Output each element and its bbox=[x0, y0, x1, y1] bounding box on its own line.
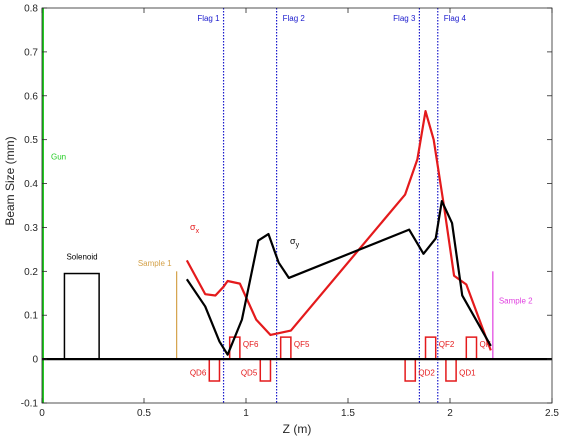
quad-label-qd2: QD2 bbox=[418, 368, 435, 377]
quad-label-qd6: QD6 bbox=[190, 368, 207, 377]
x-tick-label: 2 bbox=[447, 408, 453, 419]
axes-frame bbox=[41, 7, 553, 404]
x-tick-label: 2.5 bbox=[545, 408, 559, 419]
series-line-sigma-y bbox=[185, 200, 492, 356]
quad-label-qf1: QF bbox=[480, 340, 491, 349]
sigma-x-annotation: σx bbox=[190, 222, 200, 235]
x-axis-label: Z (m) bbox=[283, 422, 312, 436]
y-tick-label: -0.1 bbox=[21, 399, 39, 410]
x-tick-label: 0 bbox=[39, 408, 45, 419]
quad-label-qf5: QF5 bbox=[294, 340, 310, 349]
y-tick-label: 0.4 bbox=[24, 179, 38, 190]
x-tick-label: 0.5 bbox=[137, 408, 151, 419]
axes: 0 0.5 1 1.5 2 2.5-0.100.10.20.30.40.50.60.70.… bbox=[21, 4, 560, 420]
series-line-sigma-x bbox=[185, 110, 492, 351]
y-tick-label: 0 bbox=[32, 355, 38, 366]
gun-label: Gun bbox=[51, 152, 66, 161]
quad-label-qd5: QD5 bbox=[241, 368, 258, 377]
y-tick-label: 0.7 bbox=[24, 47, 38, 58]
flag-label-4: Flag 4 bbox=[444, 14, 467, 23]
flag-label-3: Flag 3 bbox=[393, 14, 416, 23]
y-tick-label: 0.2 bbox=[24, 267, 38, 278]
sample-label-2: Sample 2 bbox=[499, 297, 533, 306]
flag-label-2: Flag 2 bbox=[283, 14, 306, 23]
quad-label-qd1: QD1 bbox=[459, 368, 476, 377]
quad-label-qf6: QF6 bbox=[243, 340, 259, 349]
flag-label-1: Flag 1 bbox=[197, 14, 220, 23]
y-tick-label: 0.5 bbox=[24, 135, 38, 146]
y-tick-label: 0.6 bbox=[24, 91, 38, 102]
x-tick-label: 1.5 bbox=[341, 408, 355, 419]
x-tick-label: 1 bbox=[243, 408, 249, 419]
quad-label-qf2: QF2 bbox=[439, 340, 455, 349]
y-axis-label: Beam Size (mm) bbox=[3, 136, 17, 225]
sigma-y-annotation: σy bbox=[290, 236, 300, 249]
y-tick-label: 0.3 bbox=[24, 223, 38, 234]
sample-label-1: Sample 1 bbox=[138, 259, 172, 268]
solenoid-label: Solenoid bbox=[66, 253, 97, 262]
y-tick-label: 0.8 bbox=[24, 4, 38, 15]
y-tick-label: 0.1 bbox=[24, 311, 38, 322]
